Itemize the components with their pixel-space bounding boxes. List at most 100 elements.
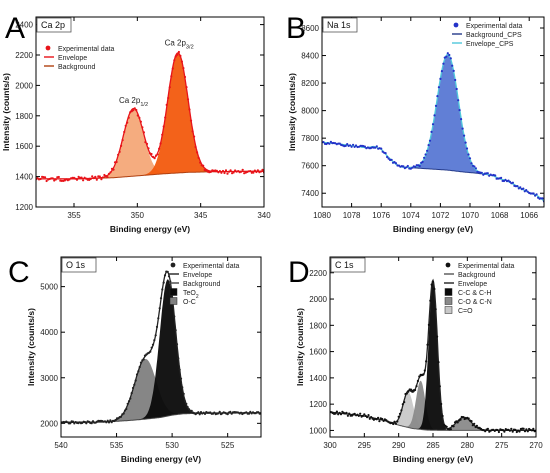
data-point	[463, 417, 466, 421]
data-point	[45, 179, 48, 183]
data-point	[141, 359, 144, 362]
plot-frame	[60, 256, 262, 438]
legend-entry: Experimental data	[45, 45, 115, 53]
data-point	[391, 161, 395, 164]
data-point	[130, 392, 133, 395]
y-tick-label: 8000	[301, 107, 319, 116]
data-point	[253, 169, 256, 172]
data-point	[134, 379, 137, 382]
data-point	[430, 130, 433, 133]
data-point	[167, 275, 171, 278]
data-point	[101, 176, 104, 179]
legend-marker	[170, 262, 176, 268]
data-point	[54, 178, 57, 181]
data-point	[346, 143, 349, 146]
data-point	[178, 368, 181, 371]
x-tick-label: 345	[194, 211, 208, 220]
data-point	[396, 420, 399, 423]
data-point	[348, 412, 351, 415]
data-point	[386, 420, 389, 423]
data-point	[355, 414, 358, 417]
data-point	[120, 144, 123, 147]
data-point	[428, 139, 432, 142]
data-point	[103, 173, 106, 177]
data-point	[323, 142, 327, 145]
legend-label: Envelope	[458, 281, 487, 288]
legend-marker	[169, 297, 178, 305]
component-fill	[79, 359, 212, 423]
plot-frame	[35, 16, 265, 208]
data-point	[154, 334, 157, 337]
data-point	[520, 188, 523, 191]
y-axis-label: Intensity (counts/s)	[287, 73, 297, 151]
data-point	[126, 121, 129, 124]
legend-marker	[453, 22, 459, 28]
data-point	[363, 413, 366, 416]
data-point	[126, 402, 129, 405]
data-point	[249, 410, 252, 413]
component-fill	[406, 281, 460, 431]
data-point	[454, 78, 457, 82]
data-point	[406, 164, 409, 168]
x-tick-label: 1076	[372, 211, 390, 220]
data-point	[442, 62, 445, 65]
data-point	[453, 421, 457, 424]
data-point	[189, 119, 193, 122]
data-point	[124, 124, 127, 127]
data-point	[214, 169, 217, 172]
data-point	[368, 417, 371, 420]
data-point	[187, 408, 191, 411]
y-tick-label: 1600	[15, 142, 33, 151]
data-point	[354, 144, 358, 147]
x-tick-label: 300	[323, 441, 337, 450]
data-point	[439, 77, 442, 80]
y-tick-label: 1400	[309, 374, 327, 383]
data-point	[382, 419, 385, 422]
data-point	[501, 179, 504, 182]
data-point	[408, 388, 411, 391]
legend-entry: C-C & C-H	[444, 288, 491, 297]
data-point	[389, 158, 392, 162]
envelope-line	[322, 53, 544, 202]
legend-entry: Experimental data	[445, 262, 515, 270]
data-point	[517, 429, 520, 432]
data-point	[179, 54, 182, 58]
data-point	[416, 379, 419, 383]
data-point	[91, 175, 94, 178]
data-point	[189, 409, 192, 412]
y-tick-label: 2200	[15, 51, 33, 60]
data-point	[447, 428, 450, 431]
x-tick-label: 350	[131, 211, 145, 220]
legend-label: TeO2	[183, 290, 199, 300]
data-point	[468, 157, 472, 160]
data-point	[206, 170, 209, 173]
x-tick-label: 540	[54, 441, 68, 450]
data-point	[455, 87, 458, 91]
data-point	[420, 161, 423, 164]
data-point	[535, 193, 538, 196]
data-point	[258, 171, 261, 174]
x-tick-label: 285	[426, 441, 440, 450]
data-point	[460, 118, 463, 121]
data-point	[139, 361, 143, 364]
x-tick-label: 355	[67, 211, 81, 220]
data-point	[82, 179, 85, 182]
data-point	[526, 430, 529, 433]
data-point	[473, 422, 476, 425]
legend-label: Experimental data	[466, 23, 523, 30]
data-point	[393, 420, 396, 423]
legend-label: Background_CPS	[466, 32, 522, 39]
data-point	[523, 430, 527, 433]
legend-marker	[444, 297, 453, 305]
x-axis-label: Binding energy (eV)	[121, 454, 201, 464]
data-point	[360, 415, 363, 418]
data-point	[448, 53, 451, 57]
data-point	[331, 142, 334, 145]
data-point	[183, 75, 187, 79]
y-tick-label: 1800	[15, 112, 33, 121]
legend-label: Background	[183, 281, 220, 288]
data-point	[457, 99, 460, 102]
data-point	[465, 147, 469, 150]
peak-label: Ca 2p3/2	[165, 38, 194, 50]
x-tick-label: 1068	[491, 211, 509, 220]
